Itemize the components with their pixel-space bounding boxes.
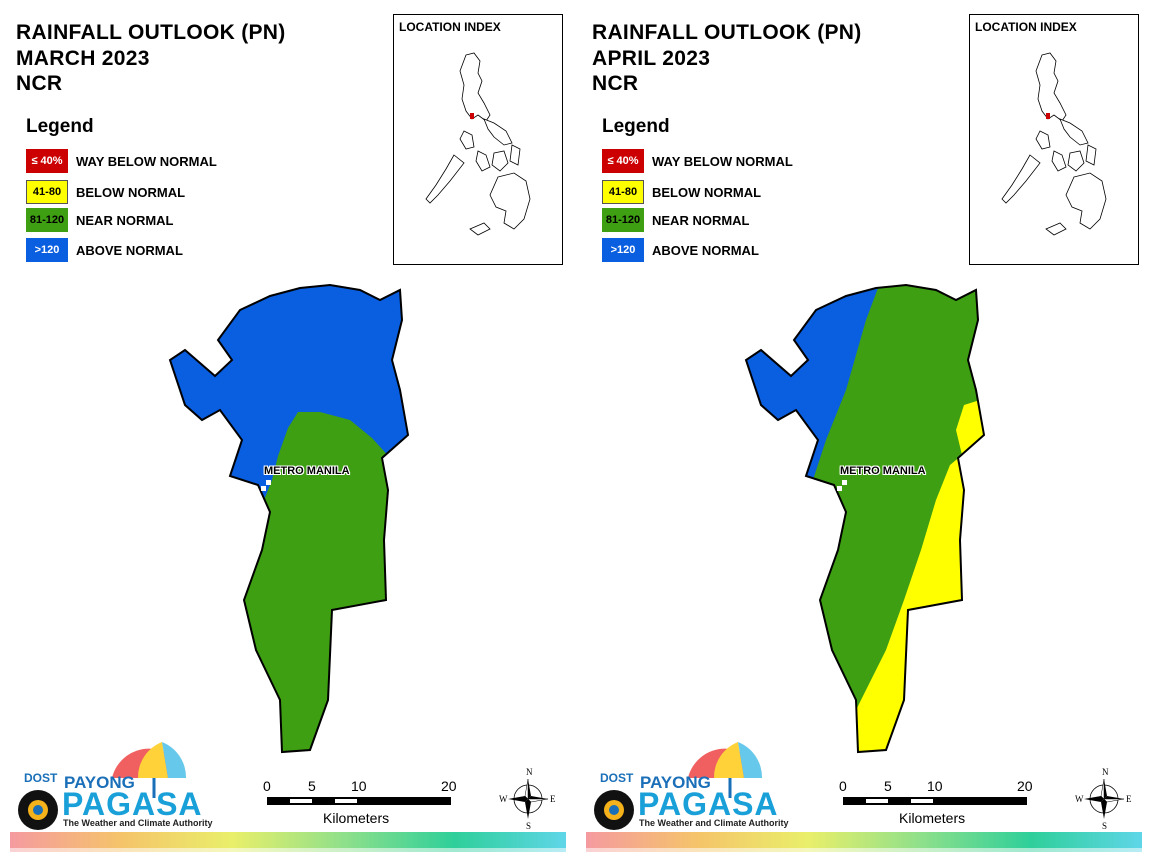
legend-swatch: 81-120 [602,208,644,232]
location-index-inset: LOCATION INDEX [969,14,1139,265]
compass-s: S [1102,821,1107,831]
legend-label: WAY BELOW NORMAL [652,154,793,169]
footer-gradient-bar [586,832,1142,852]
legend-swatch: ≤ 40% [26,149,68,173]
scale-bar-graphic [843,797,1027,805]
legend-label: BELOW NORMAL [76,185,186,200]
philippines-inset-map [425,52,531,236]
logo-tagline: The Weather and Climate Authority [63,818,213,828]
scale-tick: 0 [263,778,271,794]
legend-swatch: >120 [602,238,644,262]
compass-e: E [1126,794,1132,804]
scale-tick: 10 [351,778,367,794]
map-period: APRIL 2023 [592,47,711,70]
legend-swatch: >120 [26,238,68,262]
city-marker [842,480,847,485]
map-title: RAINFALL OUTLOOK (PN) [592,21,862,44]
compass-w: W [499,794,508,804]
legend-swatch: 41-80 [602,180,644,204]
location-index-title: LOCATION INDEX [399,20,501,34]
map-period: MARCH 2023 [16,47,150,70]
compass-w: W [1075,794,1084,804]
pagasa-text: PAGASA [62,786,203,822]
scale-unit: Kilometers [899,810,966,826]
legend-label: NEAR NORMAL [652,213,750,228]
umbrella-icon [688,742,763,798]
dost-text: DOST [600,771,634,785]
payong-pagasa-logo: DOST PAYONG PAGASA The Weather and Clima… [16,738,213,833]
legend-label: NEAR NORMAL [76,213,174,228]
legend-swatch: ≤ 40% [602,149,644,173]
ncr-location-marker [470,113,474,119]
legend-title: Legend [602,116,670,137]
scale-tick: 5 [884,778,892,794]
scale-tick: 10 [927,778,943,794]
legend-label: ABOVE NORMAL [76,243,183,258]
payong-text: PAYONG [640,773,711,792]
compass-icon: N S W E [499,767,556,831]
umbrella-icon [112,742,187,798]
scale-bar-graphic [267,797,451,805]
city-marker [266,480,271,485]
legend-title: Legend [26,116,94,137]
scale-tick: 5 [308,778,316,794]
payong-pagasa-logo: DOST PAYONG PAGASA The Weather and Clima… [592,738,789,833]
compass-icon: N S W E [1075,767,1132,831]
dost-text: DOST [24,771,58,785]
scale-bar: 0 5 10 20 Kilometers [831,778,1041,838]
payong-text: PAYONG [64,773,135,792]
location-index-inset: LOCATION INDEX [393,14,563,265]
compass-n: N [1102,767,1109,777]
pagasa-text: PAGASA [638,786,779,822]
footer-gradient-bar [10,832,566,852]
city-label: METRO MANILA [264,465,350,477]
map-region: NCR [16,72,63,95]
map-region: NCR [592,72,639,95]
dost-seal-icon [594,790,634,830]
compass-n: N [526,767,533,777]
ncr-outline [168,283,410,754]
map-title: RAINFALL OUTLOOK (PN) [16,21,286,44]
ncr-rainfall-map [168,283,410,754]
ncr-outline [744,283,986,754]
legend-label: BELOW NORMAL [652,185,762,200]
compass-e: E [550,794,556,804]
ncr-rainfall-map [744,283,986,754]
city-label: METRO MANILA [840,465,926,477]
city-marker [837,486,842,491]
scale-tick: 20 [441,778,457,794]
compass-s: S [526,821,531,831]
legend-label: ABOVE NORMAL [652,243,759,258]
logo-tagline: The Weather and Climate Authority [639,818,789,828]
city-marker [261,486,266,491]
compass-rose: N S W E [498,766,558,832]
scale-tick: 20 [1017,778,1033,794]
legend-swatch: 81-120 [26,208,68,232]
location-index-title: LOCATION INDEX [975,20,1077,34]
compass-rose: N S W E [1074,766,1134,832]
scale-tick: 0 [839,778,847,794]
scale-bar: 0 5 10 20 Kilometers [255,778,465,838]
scale-unit: Kilometers [323,810,390,826]
outlook-panel-april: RAINFALL OUTLOOK (PN) APRIL 2023 NCR Leg… [576,0,1152,864]
legend-swatch: 41-80 [26,180,68,204]
philippines-inset-map [1001,52,1107,236]
ncr-location-marker [1046,113,1050,119]
outlook-panel-march: RAINFALL OUTLOOK (PN) MARCH 2023 NCR Leg… [10,14,566,852]
legend-label: WAY BELOW NORMAL [76,154,217,169]
dost-seal-icon [18,790,58,830]
